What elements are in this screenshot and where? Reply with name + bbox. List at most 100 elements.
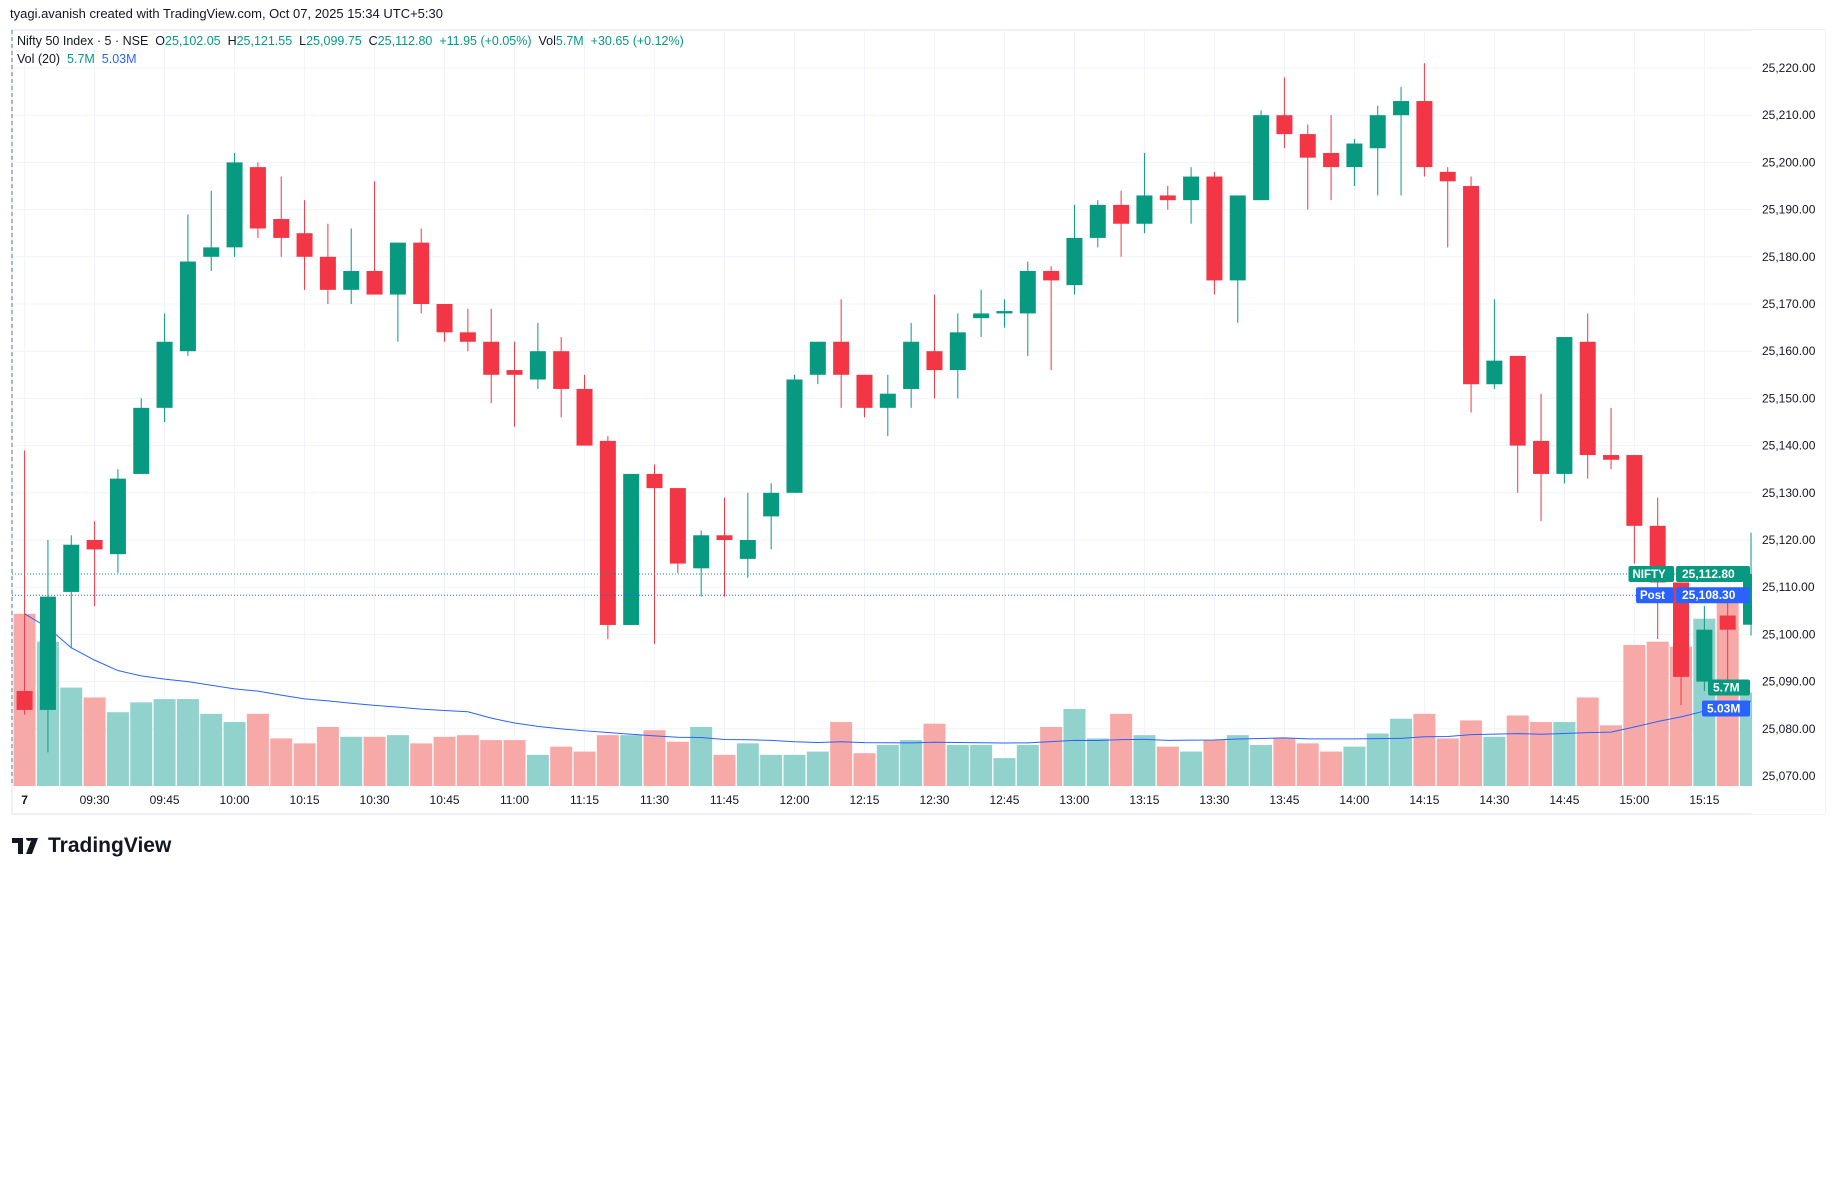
candle-body <box>249 167 266 229</box>
candle-body <box>996 311 1013 314</box>
volume-bar <box>1250 745 1273 786</box>
volume-bar <box>1460 720 1483 786</box>
volume-bar <box>946 745 969 786</box>
time-tick-label: 11:30 <box>640 793 669 807</box>
price-tick-label: 25,180.00 <box>1762 250 1816 264</box>
time-tick-label: 13:45 <box>1269 793 1299 807</box>
candle-body <box>1579 341 1596 456</box>
candle-body <box>63 544 80 592</box>
volume-bar <box>363 736 386 786</box>
vol20-label: Vol (20) <box>17 52 61 66</box>
time-tick-label: 14:45 <box>1549 793 1579 807</box>
candle-body <box>646 473 663 489</box>
candle-body <box>16 691 33 710</box>
volume-bar <box>526 754 549 786</box>
price-tick-label: 25,150.00 <box>1762 391 1816 405</box>
candle-body <box>1719 615 1736 630</box>
last-price-label: NIFTY <box>1633 569 1667 581</box>
high-label: H <box>227 34 237 48</box>
candle-body <box>716 535 733 540</box>
time-tick-label: 15:00 <box>1619 793 1649 807</box>
time-tick-label: 12:15 <box>849 793 879 807</box>
volume-bar <box>130 702 153 786</box>
candle-body <box>483 341 500 375</box>
volume-bar <box>853 753 876 786</box>
candle-body <box>1533 440 1550 474</box>
candle-body <box>1556 337 1573 474</box>
volume-bar <box>176 699 199 786</box>
candle-body <box>623 473 640 625</box>
candle-body <box>879 393 896 408</box>
volume-bar <box>1390 718 1413 786</box>
volume-ma-tag <box>1702 700 1750 717</box>
candle-body <box>903 341 920 389</box>
volume-bar <box>1110 713 1133 786</box>
volume-bar <box>60 687 83 786</box>
candle-body <box>1183 176 1200 201</box>
post-price-tag <box>1676 587 1750 604</box>
candle-body <box>553 351 570 389</box>
volume-bar <box>1180 751 1203 786</box>
volume-bar <box>433 736 456 786</box>
chart-attribution: tyagi.avanish created with TradingView.c… <box>10 6 443 21</box>
vol20-volume: 5.7M <box>67 52 95 66</box>
volume-bar <box>1016 745 1039 786</box>
volume-bar <box>1296 743 1319 786</box>
time-tick-label: 13:15 <box>1129 793 1159 807</box>
volume-bar <box>246 713 269 786</box>
candle-body <box>786 379 803 493</box>
price-axis <box>1752 30 1825 814</box>
last-price-label-bg <box>1628 565 1674 582</box>
candle-body <box>1509 355 1526 446</box>
volume-bar <box>620 735 643 786</box>
candle-body <box>413 242 430 304</box>
candle-body <box>273 219 290 238</box>
candle-body <box>1276 115 1293 135</box>
volume-bar <box>783 754 806 786</box>
candle-body <box>156 341 173 408</box>
volume-bar <box>1623 644 1646 786</box>
candle-body <box>1043 270 1060 281</box>
volume-bar <box>1156 746 1179 786</box>
volume-bar <box>1576 697 1599 786</box>
volume-bar <box>596 735 619 786</box>
symbol-legend[interactable]: Nifty 50 Index · 5 · NSE O25,102.05 H25,… <box>17 34 684 48</box>
price-chart[interactable]: 7 09:30 09:45 10:00 10:15 10:30 10:45 11:00 11:1… <box>0 0 1835 830</box>
time-tick-label: 12:00 <box>779 793 809 807</box>
candle-body <box>436 304 453 333</box>
candle-body <box>389 242 406 295</box>
candle-body <box>856 374 873 408</box>
volume-bar <box>713 754 736 786</box>
time-tick-label: 7 <box>21 793 28 807</box>
volume-bar <box>340 736 363 786</box>
volume-bar <box>876 745 899 786</box>
candle-body <box>576 388 593 446</box>
last-price-tag <box>1676 565 1750 582</box>
low-value: 25,099.75 <box>306 34 362 48</box>
candle-body <box>739 540 756 559</box>
volume-value-tag <box>1708 679 1750 696</box>
volume-bar <box>1343 746 1366 786</box>
candle-body <box>1393 101 1410 116</box>
candle-body <box>1416 101 1433 168</box>
volume-bar <box>1670 646 1693 786</box>
volume-ma-tag-text: 5.03M <box>1707 702 1740 716</box>
candle-body <box>599 440 616 625</box>
vol-change-value: +30.65 (+0.12%) <box>590 34 684 48</box>
change-value: +11.95 (+0.05%) <box>439 34 532 48</box>
price-tick-label: 25,200.00 <box>1762 155 1816 169</box>
time-tick-label: 14:30 <box>1479 793 1509 807</box>
volume-bar <box>316 726 339 786</box>
time-tick-label: 13:00 <box>1059 793 1089 807</box>
candle-body <box>1439 171 1456 182</box>
price-tick-label: 25,120.00 <box>1762 533 1816 547</box>
time-tick-label: 10:30 <box>360 793 390 807</box>
price-tick-label: 25,140.00 <box>1762 439 1816 453</box>
price-tick-label: 25,190.00 <box>1762 203 1816 217</box>
volume-indicator-legend[interactable]: Vol (20) 5.7M 5.03M <box>17 52 684 66</box>
time-tick-label: 09:45 <box>150 793 180 807</box>
price-tick-label: 25,080.00 <box>1762 722 1816 736</box>
candle-body <box>763 492 780 517</box>
volume-bar <box>1600 725 1623 786</box>
volume-bar <box>573 751 596 786</box>
